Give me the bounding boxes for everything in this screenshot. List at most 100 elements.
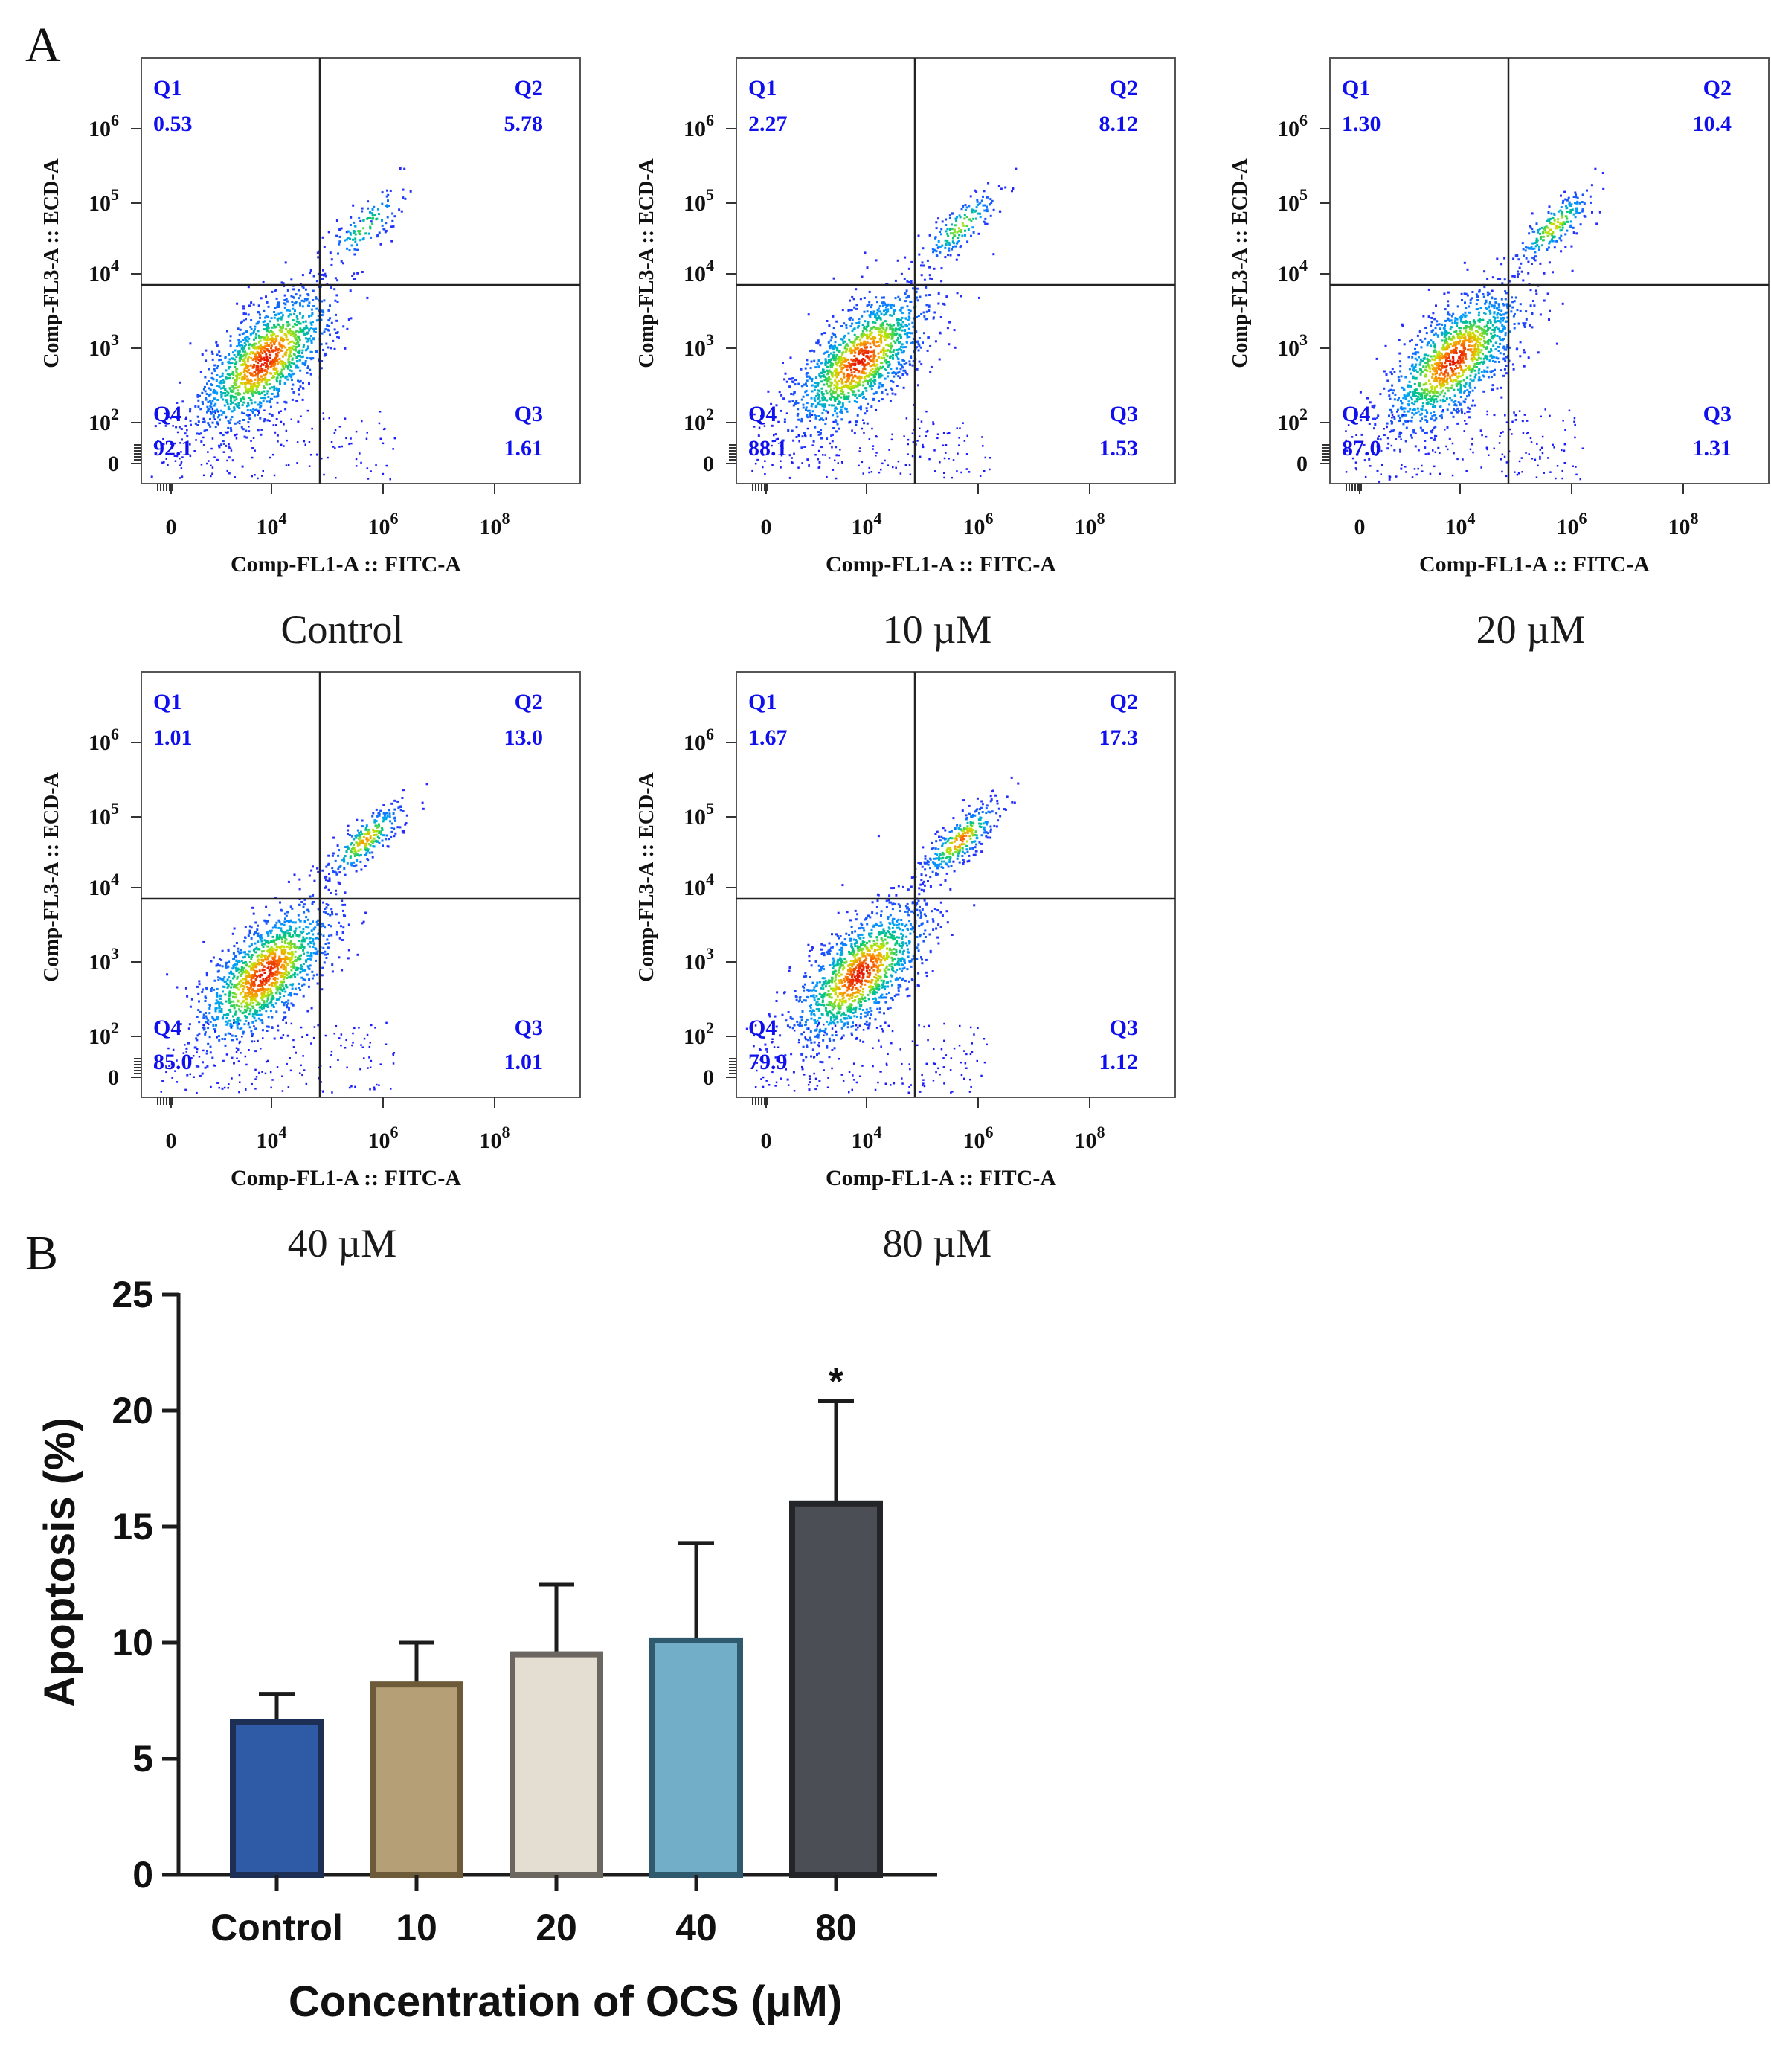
cell-dot	[1394, 393, 1397, 396]
cell-dot	[836, 395, 839, 398]
cell-dot	[162, 443, 165, 446]
cell-dot	[851, 330, 854, 333]
cell-dot	[1555, 342, 1558, 345]
cell-dot	[898, 363, 901, 366]
cell-dot	[283, 400, 286, 403]
cell-dot	[771, 444, 773, 447]
cell-dot	[349, 233, 352, 236]
cell-dot	[257, 320, 260, 323]
cell-dot	[897, 361, 900, 364]
cell-dot	[205, 393, 208, 396]
cell-dot	[277, 312, 280, 315]
cell-dot	[1472, 319, 1475, 322]
cell-dot	[1423, 391, 1426, 394]
cell-dot	[176, 402, 179, 404]
cell-dot	[352, 204, 355, 207]
cell-dot	[823, 375, 826, 378]
cell-dot	[283, 333, 286, 336]
cell-dot	[301, 355, 304, 358]
cell-dot	[1397, 376, 1400, 379]
cell-dot	[1457, 401, 1460, 404]
cell-dot	[1558, 225, 1561, 228]
cell-dot	[821, 394, 824, 397]
x-tick-label: 104	[257, 509, 287, 539]
cell-dot	[897, 375, 900, 378]
cell-dot	[1444, 308, 1447, 311]
cell-dot	[1572, 465, 1574, 467]
cell-dot	[861, 361, 864, 364]
cell-dot	[986, 222, 989, 225]
cell-dot	[1453, 351, 1456, 354]
cell-dot	[1472, 353, 1475, 356]
cell-dot	[258, 391, 260, 394]
cell-dot	[304, 349, 307, 352]
cell-dot	[1426, 420, 1428, 423]
cell-dot	[247, 286, 250, 289]
cell-dot	[369, 216, 372, 219]
cell-dot	[813, 359, 816, 362]
cell-dot	[257, 304, 260, 307]
cell-dot	[1440, 384, 1443, 387]
cell-dot	[231, 389, 234, 392]
cell-dot	[1450, 337, 1453, 340]
cell-dot	[241, 320, 243, 323]
cell-dot	[260, 358, 263, 361]
cell-dot	[986, 210, 989, 213]
cell-dot	[212, 391, 215, 394]
cell-dot	[1438, 381, 1441, 384]
cell-dot	[901, 343, 904, 346]
cell-dot	[872, 370, 875, 373]
cell-dot	[1451, 363, 1454, 366]
cell-dot	[1393, 398, 1396, 401]
cell-dot	[1549, 471, 1552, 473]
cell-dot	[1475, 350, 1478, 352]
cell-dot	[1552, 231, 1555, 234]
cell-dot	[298, 297, 300, 300]
cell-dot	[858, 352, 861, 354]
cell-dot	[266, 315, 269, 318]
cell-dot	[814, 366, 817, 369]
cell-dot	[310, 308, 313, 311]
cell-dot	[865, 329, 868, 332]
cell-dot	[1502, 302, 1504, 305]
cell-dot	[1463, 261, 1466, 264]
cell-dot	[1468, 305, 1471, 308]
cell-dot	[1477, 330, 1479, 333]
cell-dot	[295, 315, 298, 318]
cell-dot	[1477, 356, 1480, 359]
cell-dot	[1417, 467, 1419, 470]
cell-dot	[381, 202, 384, 205]
cell-dot	[905, 296, 908, 299]
cell-dot	[815, 382, 818, 385]
cell-dot	[180, 462, 182, 465]
cell-dot	[1474, 353, 1477, 356]
cell-dot	[817, 433, 820, 436]
cell-dot	[176, 455, 179, 458]
cell-dot	[1475, 308, 1478, 311]
cell-dot	[904, 292, 907, 295]
cell-dot	[246, 382, 249, 385]
cell-dot	[1468, 339, 1471, 341]
cell-dot	[1436, 353, 1439, 356]
cell-dot	[251, 394, 254, 397]
cell-dot	[908, 464, 911, 466]
cell-dot	[1355, 434, 1357, 436]
cell-dot	[1447, 304, 1450, 307]
cell-dot	[855, 400, 858, 403]
cell-dot	[1523, 414, 1526, 416]
cell-dot	[902, 350, 905, 353]
cell-dot	[202, 420, 205, 423]
cell-dot	[922, 264, 925, 267]
y-tick-label: 106	[89, 111, 119, 141]
cell-dot	[1575, 473, 1578, 476]
cell-dot	[297, 420, 300, 423]
cell-dot	[850, 363, 853, 366]
cell-dot	[306, 409, 309, 412]
cell-dot	[1447, 352, 1449, 355]
cell-dot	[285, 338, 288, 341]
cell-dot	[1371, 405, 1374, 408]
cell-dot	[1441, 323, 1444, 326]
cell-dot	[1471, 351, 1474, 353]
cell-dot	[810, 397, 813, 400]
cell-dot	[1416, 359, 1419, 362]
